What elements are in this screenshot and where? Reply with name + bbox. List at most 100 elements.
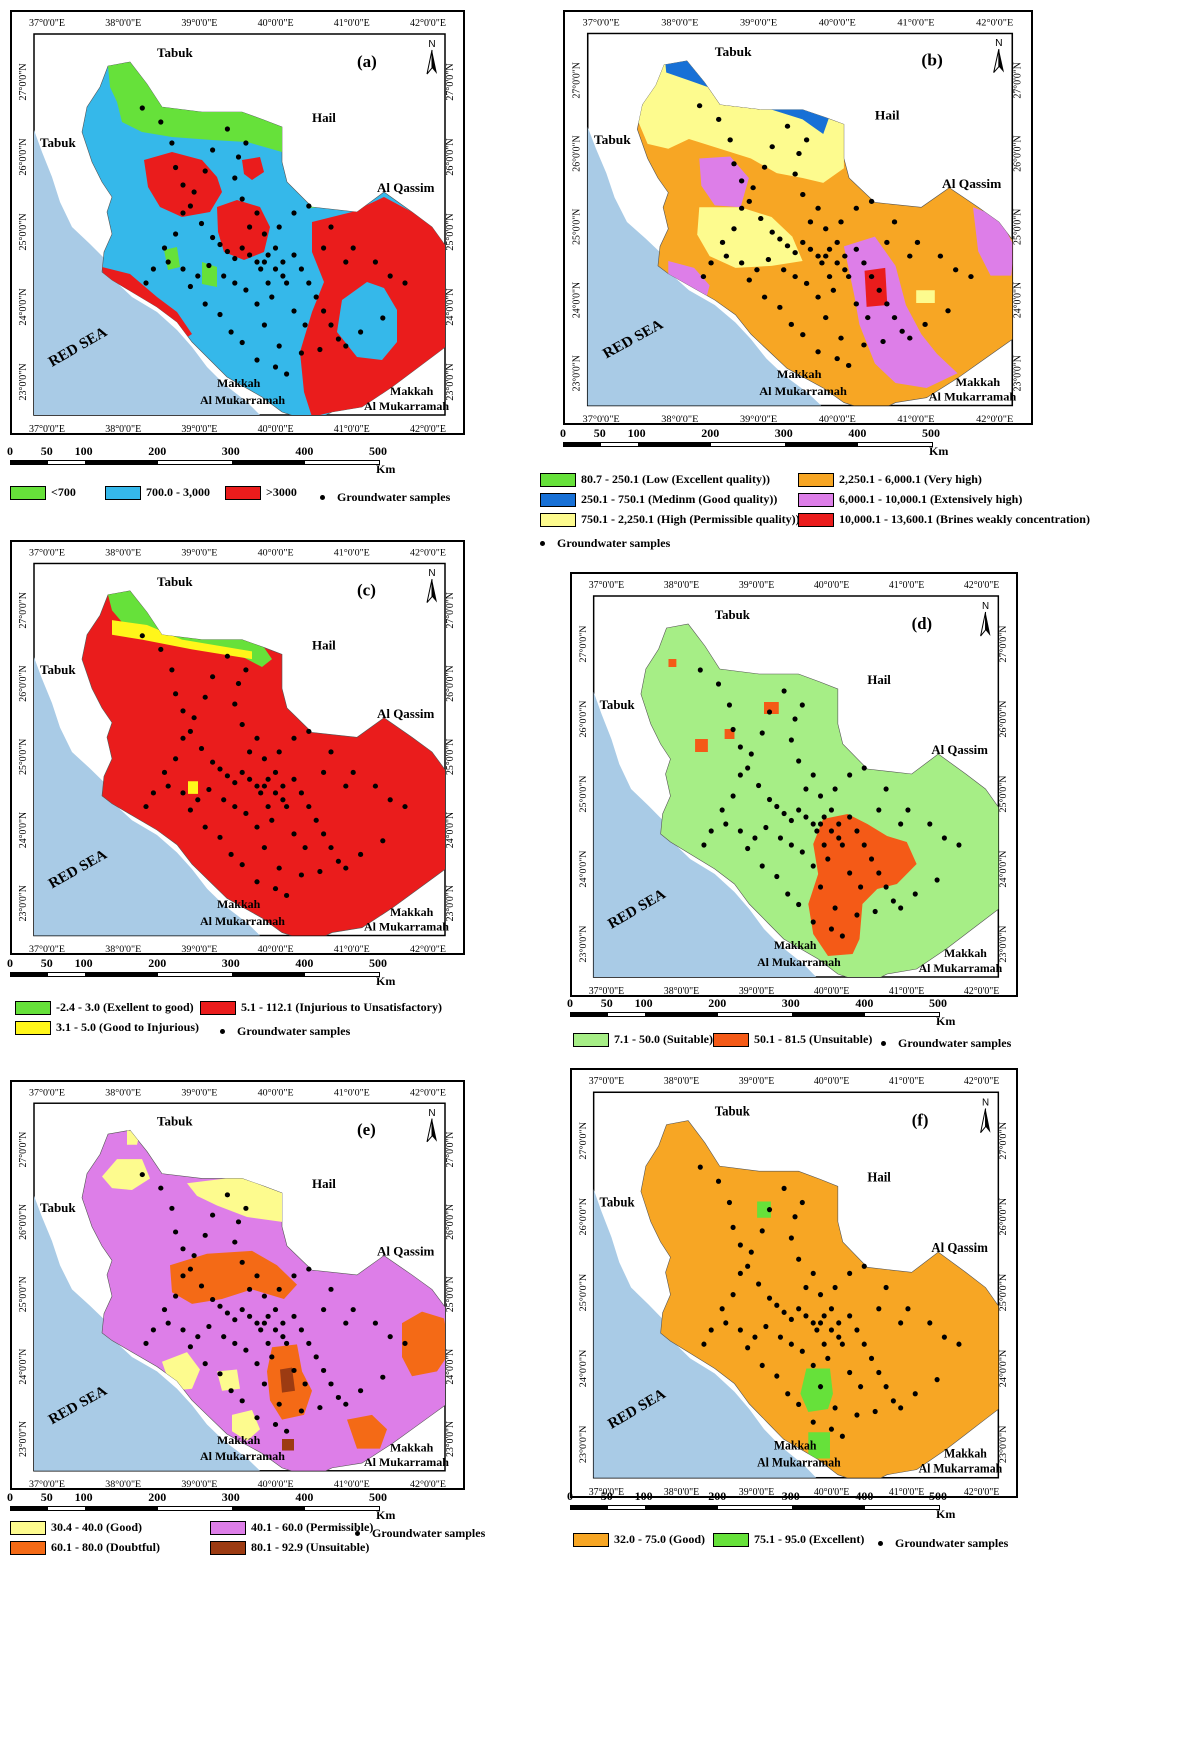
groundwater-sample-point [224,653,230,659]
groundwater-sample-point [839,842,845,848]
latitude-tick-label: 24°0'0"N [1012,281,1023,318]
groundwater-sample-point [777,1334,784,1340]
groundwater-sample-point [210,234,216,241]
groundwater-sample-point [737,1270,743,1276]
groundwater-sample-point [247,1286,253,1292]
groundwater-sample-point [832,1284,838,1291]
legend-item: 7.1 - 50.0 (Suitable) [573,1032,713,1047]
scale-bar-segment [158,973,232,976]
groundwater-sample-point [169,140,175,146]
scale-bar-segment [47,461,85,464]
groundwater-sample-point [272,1307,279,1313]
groundwater-sample-point [701,1341,707,1347]
groundwater-sample-point [905,807,911,813]
latitude-tick-label: 26°0'0"N [445,138,456,175]
longitude-tick-label: 38°0'0"E [664,580,699,591]
groundwater-sample-point [927,821,933,827]
groundwater-sample-point [284,1428,290,1434]
scale-bar-segment [607,1013,645,1016]
legend-label: 80.7 - 250.1 (Low (Excellent quality)) [581,472,770,486]
groundwater-sample-point [298,790,304,796]
panel-label: (f) [912,1110,929,1129]
groundwater-sample-point [210,147,216,153]
groundwater-sample-point [700,274,707,280]
groundwater-sample-point [317,346,323,353]
place-label-hail: Hail [867,673,891,687]
groundwater-sample-point [774,1302,780,1308]
latitude-tick-label: 27°0'0"N [18,63,29,100]
latitude-tick-label: 25°0'0"N [445,739,456,775]
groundwater-sample-point [810,772,816,778]
place-label-al-mukarramah-east: Al Mukarramah [919,961,1003,975]
groundwater-sample-point [799,1348,805,1354]
groundwater-sample-point [380,838,386,844]
groundwater-sample-point [899,328,905,334]
groundwater-sample-point [187,728,193,734]
groundwater-sample-point [774,803,780,810]
groundwater-sample-point [258,1327,264,1333]
groundwater-sample-point [254,735,260,741]
scale-bar-segment [305,1507,379,1510]
place-label-al-qassim: Al Qassim [942,176,1001,191]
groundwater-sample-point [380,315,386,321]
groundwater-sample-point [769,144,775,150]
legend-swatch [573,1532,609,1547]
groundwater-sample-point [195,273,201,279]
place-label-al-mukarramah-east: Al Mukarramah [364,1455,449,1469]
groundwater-sample-point [280,1334,286,1340]
groundwater-sample-point [799,849,805,855]
scale-bar-segment [84,1507,159,1510]
groundwater-sample-point [956,1341,962,1347]
scale-bar-label: 100 [627,426,646,440]
groundwater-sample-point [847,772,853,778]
samples-label: Groundwater samples [895,1536,1009,1550]
groundwater-sample-point [239,1307,245,1313]
scale-bar-label: 100 [74,956,93,970]
groundwater-sample-point [198,1283,205,1289]
groundwater-sample-point [737,1242,743,1248]
groundwater-sample-point [191,189,197,195]
groundwater-sample-point [800,192,806,198]
legend-item: 40.1 - 60.0 (Permissible) [210,1520,373,1535]
longitude-tick-label: 42°0'0"E [964,986,999,997]
scale-bar-segment [711,443,785,446]
groundwater-sample-point [180,1273,186,1279]
legend-label: 30.4 - 40.0 (Good) [51,1520,142,1534]
legend-label: 75.1 - 95.0 (Excellent) [754,1532,865,1546]
groundwater-sample-point [810,919,816,925]
groundwater-sample-point [777,835,784,841]
scale-bar-label: 300 [221,1490,240,1504]
latitude-tick-label: 25°0'0"N [1012,208,1023,245]
groundwater-sample-point [880,339,886,345]
groundwater-sample-point [291,1367,297,1373]
groundwater-sample-point [868,198,875,204]
legend-item: 750.1 - 2,250.1 (High (Permissible quali… [540,512,800,527]
place-label-makkah: Makkah [217,376,261,390]
groundwater-sample-point [298,350,304,356]
groundwater-sample-point [191,1253,197,1259]
groundwater-sample-point [254,210,260,216]
groundwater-sample-point [748,1249,754,1255]
latitude-tick-label: 26°0'0"N [998,700,1009,737]
groundwater-sample-point [198,220,205,227]
latitude-tick-label: 25°0'0"N [998,775,1009,812]
groundwater-sample-point [814,1327,820,1333]
latitude-tick-label: 23°0'0"N [445,885,456,921]
groundwater-sample-point [298,1327,304,1333]
latitude-tick-label: 23°0'0"N [18,1421,29,1457]
groundwater-sample-point [387,797,393,803]
groundwater-sample-point [161,769,168,775]
groundwater-sample-point [781,1309,787,1315]
place-label-tabuk-coast: Tabuk [40,135,76,150]
groundwater-sample-point [737,1327,743,1333]
groundwater-sample-point [402,1340,408,1346]
groundwater-sample-point [321,1367,327,1373]
groundwater-sample-point [261,259,267,265]
latitude-tick-label: 24°0'0"N [578,1350,589,1387]
groundwater-sample-point [752,835,758,841]
groundwater-sample-point [343,1320,349,1326]
map-panel-f: Tabuk Tabuk Hail Al Qassim Makkah Al Mukarram… [570,1068,1018,1498]
groundwater-sample-point [756,1281,762,1287]
place-label-tabuk: Tabuk [715,1103,751,1118]
